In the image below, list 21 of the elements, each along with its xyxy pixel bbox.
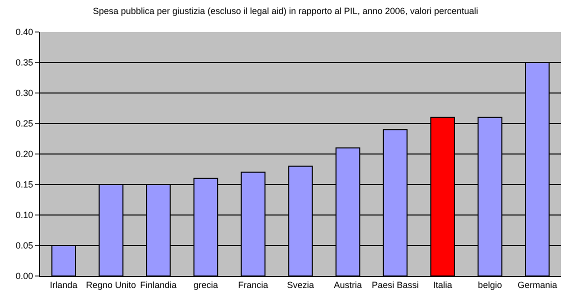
chart-title: Spesa pubblica per giustizia (escluso il legal aid) in rapporto al PIL, anno 2006, valori percentuali [92, 6, 478, 16]
y-tick-label: 0.05 [16, 240, 34, 251]
x-tick-label: Paesi Bassi [372, 280, 419, 290]
x-tick-label: grecia [194, 280, 218, 290]
y-tick-label: 0.10 [16, 210, 34, 220]
x-tick-label: Italia [433, 280, 452, 290]
y-tick-label: 0.00 [16, 271, 34, 282]
y-tick-label: 0.15 [16, 180, 34, 190]
x-tick-label: Germania [518, 280, 558, 290]
x-tick-label: Francia [238, 280, 268, 290]
x-tick-label: Irlanda [50, 280, 78, 290]
x-tick-label: Austria [334, 280, 362, 290]
x-tick-label: Finlandia [140, 280, 177, 290]
y-tick-label: 0.35 [16, 58, 34, 68]
x-tick-label: belgio [478, 280, 502, 290]
y-tick-label: 0.20 [16, 149, 34, 160]
y-tick-label: 0.25 [16, 118, 34, 129]
x-tick-label: Regno Unito [86, 280, 136, 290]
x-tick-label: Svezia [286, 280, 314, 290]
y-tick-label: 0.40 [16, 27, 34, 38]
y-tick-label: 0.30 [16, 88, 34, 98]
